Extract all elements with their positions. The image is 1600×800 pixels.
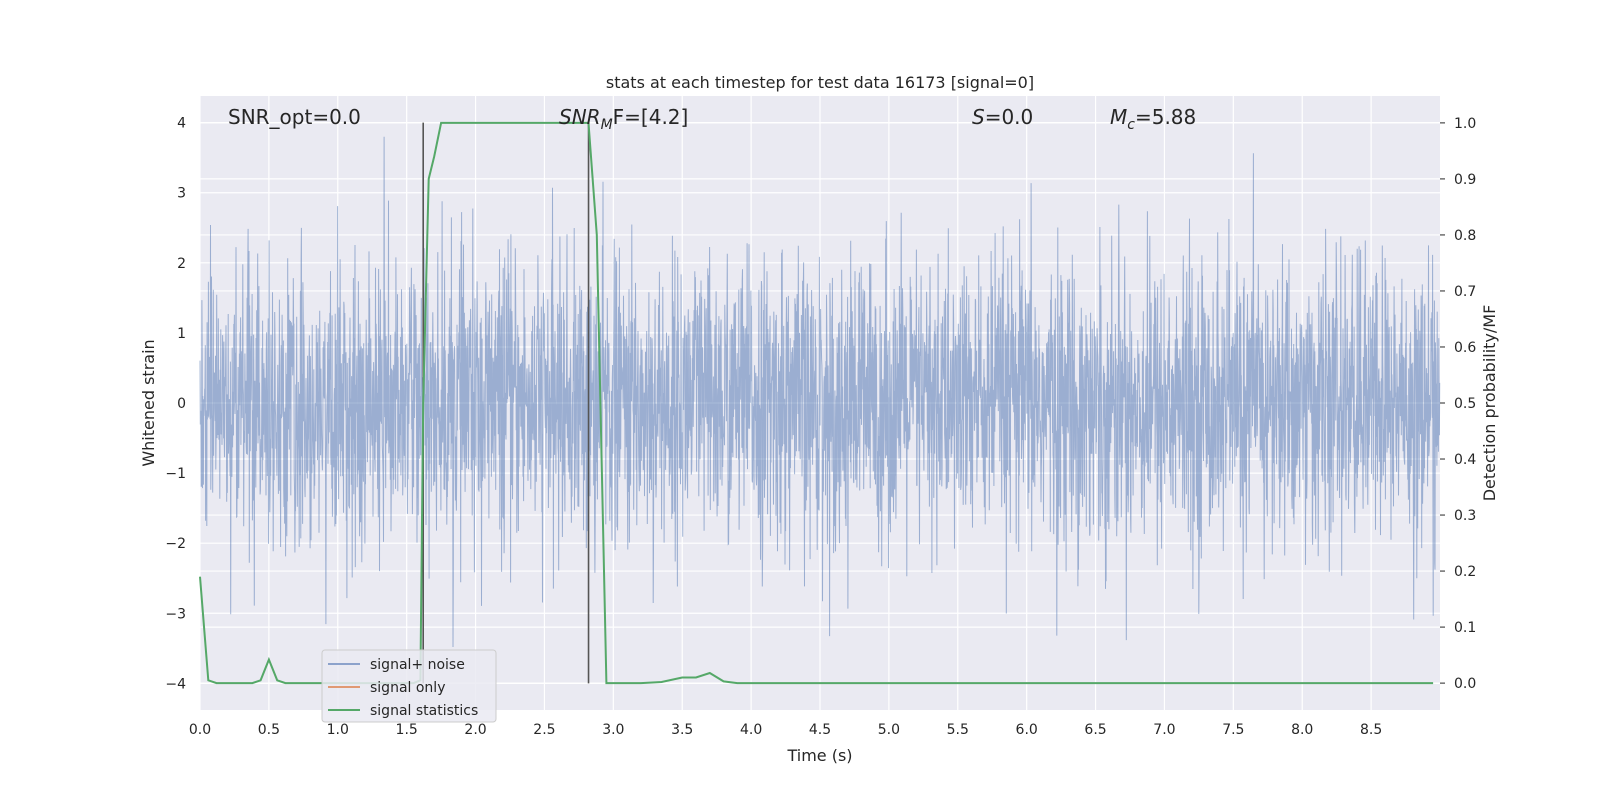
legend-label: signal statistics <box>370 703 478 719</box>
legend-label: signal+ noise <box>370 657 465 673</box>
y2-tick-label: 0.4 <box>1454 452 1476 468</box>
x-tick-label: 8.0 <box>1291 722 1313 738</box>
chart-title: stats at each timestep for test data 161… <box>606 73 1034 92</box>
x-tick-label: 6.0 <box>1016 722 1038 738</box>
y-tick-label: 0 <box>177 396 186 412</box>
y-tick-label: −3 <box>165 606 186 622</box>
x-tick-label: 2.0 <box>464 722 486 738</box>
y2-tick-label: 0.0 <box>1454 676 1476 692</box>
x-tick-label: 1.0 <box>327 722 349 738</box>
x-tick-label: 7.5 <box>1222 722 1244 738</box>
y-tick-label: 1 <box>177 326 186 342</box>
y2-tick-label: 0.8 <box>1454 228 1476 244</box>
y2-tick-label: 1.0 <box>1454 116 1476 132</box>
annotation-text: Mc=5.88 <box>1110 105 1196 133</box>
x-tick-label: 1.5 <box>396 722 418 738</box>
y2-tick-label: 0.3 <box>1454 508 1476 524</box>
x-tick-label: 0.0 <box>189 722 211 738</box>
legend-box <box>321 649 497 723</box>
x-tick-label: 4.5 <box>809 722 831 738</box>
series-statistics-line <box>199 121 1434 685</box>
annotation-text: SNR_opt=0.0 <box>228 105 361 129</box>
y2-tick-label: 0.5 <box>1454 396 1476 412</box>
statistics-series <box>199 121 1434 685</box>
y2-tick-label: 0.1 <box>1454 620 1476 636</box>
y-tick-label: −1 <box>165 466 186 482</box>
x-tick-label: 5.5 <box>947 722 969 738</box>
y-tick-label: −4 <box>165 676 186 692</box>
x-tick-label: 5.0 <box>878 722 900 738</box>
x-tick-label: 7.0 <box>1153 722 1175 738</box>
y-tick-label: 3 <box>177 186 186 202</box>
x-axis-label: Time (s) <box>786 746 852 765</box>
series-signal-noise-line <box>199 136 1441 648</box>
x-tick-label: 0.5 <box>258 722 280 738</box>
y-tick-label: 2 <box>177 256 186 272</box>
y2-axis-label: Detection probability/MF <box>1480 305 1499 502</box>
x-tick-label: 4.0 <box>740 722 762 738</box>
legend-label: signal only <box>370 680 445 696</box>
legend: signal+ noise signal only signal statistic… <box>321 649 497 723</box>
y2-tick-label: 0.2 <box>1454 564 1476 580</box>
y2-tick-label: 0.6 <box>1454 340 1476 356</box>
y2-tick-label: 0.7 <box>1454 284 1476 300</box>
annotation-text: SNRMF=[4.2] <box>559 105 688 133</box>
x-tick-label: 6.5 <box>1084 722 1106 738</box>
x-tick-label: 3.0 <box>602 722 624 738</box>
annotations: SNR_opt=0.0 SNRMF=[4.2] S=0.0 Mc=5.88 <box>228 105 1196 133</box>
y2-tick-label: 0.9 <box>1454 172 1476 188</box>
ticks: 0.0 0.5 1.0 1.5 2.0 2.5 3.0 3.5 4.0 4.5 5.0 5.5 6.0 6… <box>165 116 1476 738</box>
y-tick-label: −2 <box>165 536 186 552</box>
x-tick-label: 3.5 <box>671 722 693 738</box>
y-axis-label: Whitened strain <box>139 339 158 466</box>
annotation-text: S=0.0 <box>972 105 1033 129</box>
noise-series <box>199 136 1441 648</box>
y-tick-label: 4 <box>177 116 186 132</box>
x-tick-label: 8.5 <box>1360 722 1382 738</box>
x-tick-label: 2.5 <box>533 722 555 738</box>
